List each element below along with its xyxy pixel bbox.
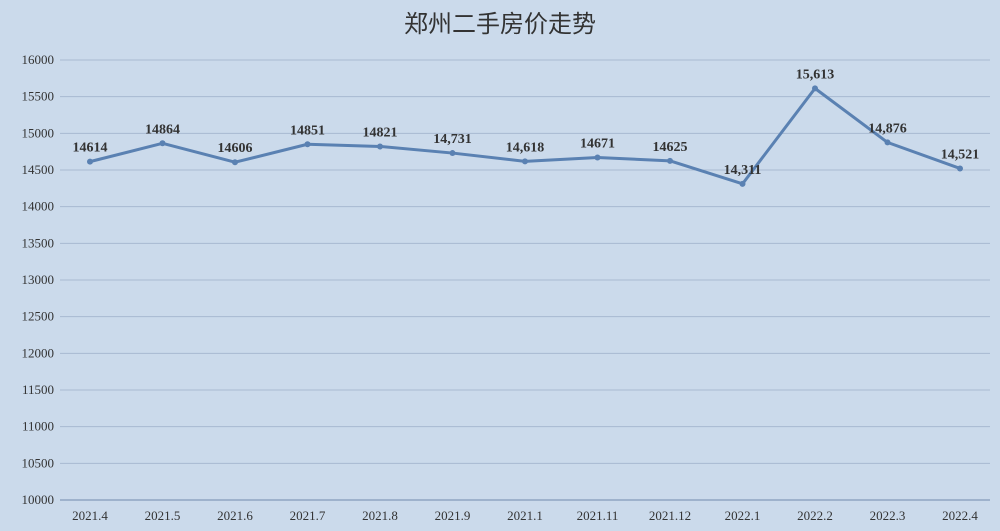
y-tick-label: 16000: [22, 52, 55, 67]
y-tick-label: 15500: [22, 89, 55, 104]
data-marker: [87, 159, 93, 165]
x-tick-label: 2021.1: [507, 508, 543, 523]
data-marker: [740, 181, 746, 187]
y-tick-label: 15000: [22, 125, 55, 140]
y-tick-label: 12000: [22, 345, 55, 360]
data-label: 14,521: [941, 147, 980, 162]
data-label: 14,618: [506, 140, 545, 155]
data-label: 14,311: [724, 163, 762, 178]
y-tick-label: 13500: [22, 235, 55, 250]
x-tick-label: 2022.1: [725, 508, 761, 523]
chart-svg: 郑州二手房价走势 10000 10500 11000 11500 12000 12500 13…: [0, 0, 1000, 531]
y-tick-label: 10000: [22, 492, 55, 507]
data-label: 14864: [145, 122, 180, 137]
data-marker: [812, 85, 818, 91]
x-tick-label: 2021.8: [362, 508, 398, 523]
data-label: 14614: [73, 141, 108, 156]
x-tick-label: 2022.2: [797, 508, 833, 523]
x-tick-label: 2021.6: [217, 508, 253, 523]
data-marker: [667, 158, 673, 164]
y-tick-label: 10500: [22, 455, 55, 470]
data-marker: [885, 139, 891, 145]
data-marker: [595, 154, 601, 160]
chart-title: 郑州二手房价走势: [404, 11, 596, 38]
data-label: 14851: [290, 123, 325, 138]
data-marker: [450, 150, 456, 156]
x-tick-label: 2021.11: [577, 508, 619, 523]
data-marker: [377, 143, 383, 149]
y-tick-label: 12500: [22, 309, 55, 324]
data-label: 14671: [580, 136, 615, 151]
y-tick-label: 14000: [22, 199, 55, 214]
x-tick-label: 2022.3: [870, 508, 906, 523]
data-marker: [522, 158, 528, 164]
x-tick-label: 2021.9: [435, 508, 471, 523]
x-tick-label: 2021.4: [72, 508, 108, 523]
y-tick-label: 11000: [22, 419, 54, 434]
data-marker: [160, 140, 166, 146]
data-marker: [232, 159, 238, 165]
data-label: 14821: [363, 125, 398, 140]
x-tick-label: 2021.5: [145, 508, 181, 523]
y-tick-label: 13000: [22, 272, 55, 287]
data-label: 14,731: [433, 132, 472, 147]
x-tick-label: 2022.4: [942, 508, 978, 523]
data-label: 15,613: [796, 67, 835, 82]
line-chart: 郑州二手房价走势 10000 10500 11000 11500 12000 12500 13…: [0, 0, 1000, 531]
y-tick-label: 11500: [22, 382, 54, 397]
y-tick-label: 14500: [22, 162, 55, 177]
data-label: 14,876: [868, 121, 907, 136]
data-marker: [305, 141, 311, 147]
chart-background: [0, 0, 1000, 531]
x-tick-label: 2021.12: [649, 508, 691, 523]
data-marker: [957, 165, 963, 171]
data-label: 14606: [218, 141, 253, 156]
data-label: 14625: [653, 140, 688, 155]
x-tick-label: 2021.7: [290, 508, 326, 523]
